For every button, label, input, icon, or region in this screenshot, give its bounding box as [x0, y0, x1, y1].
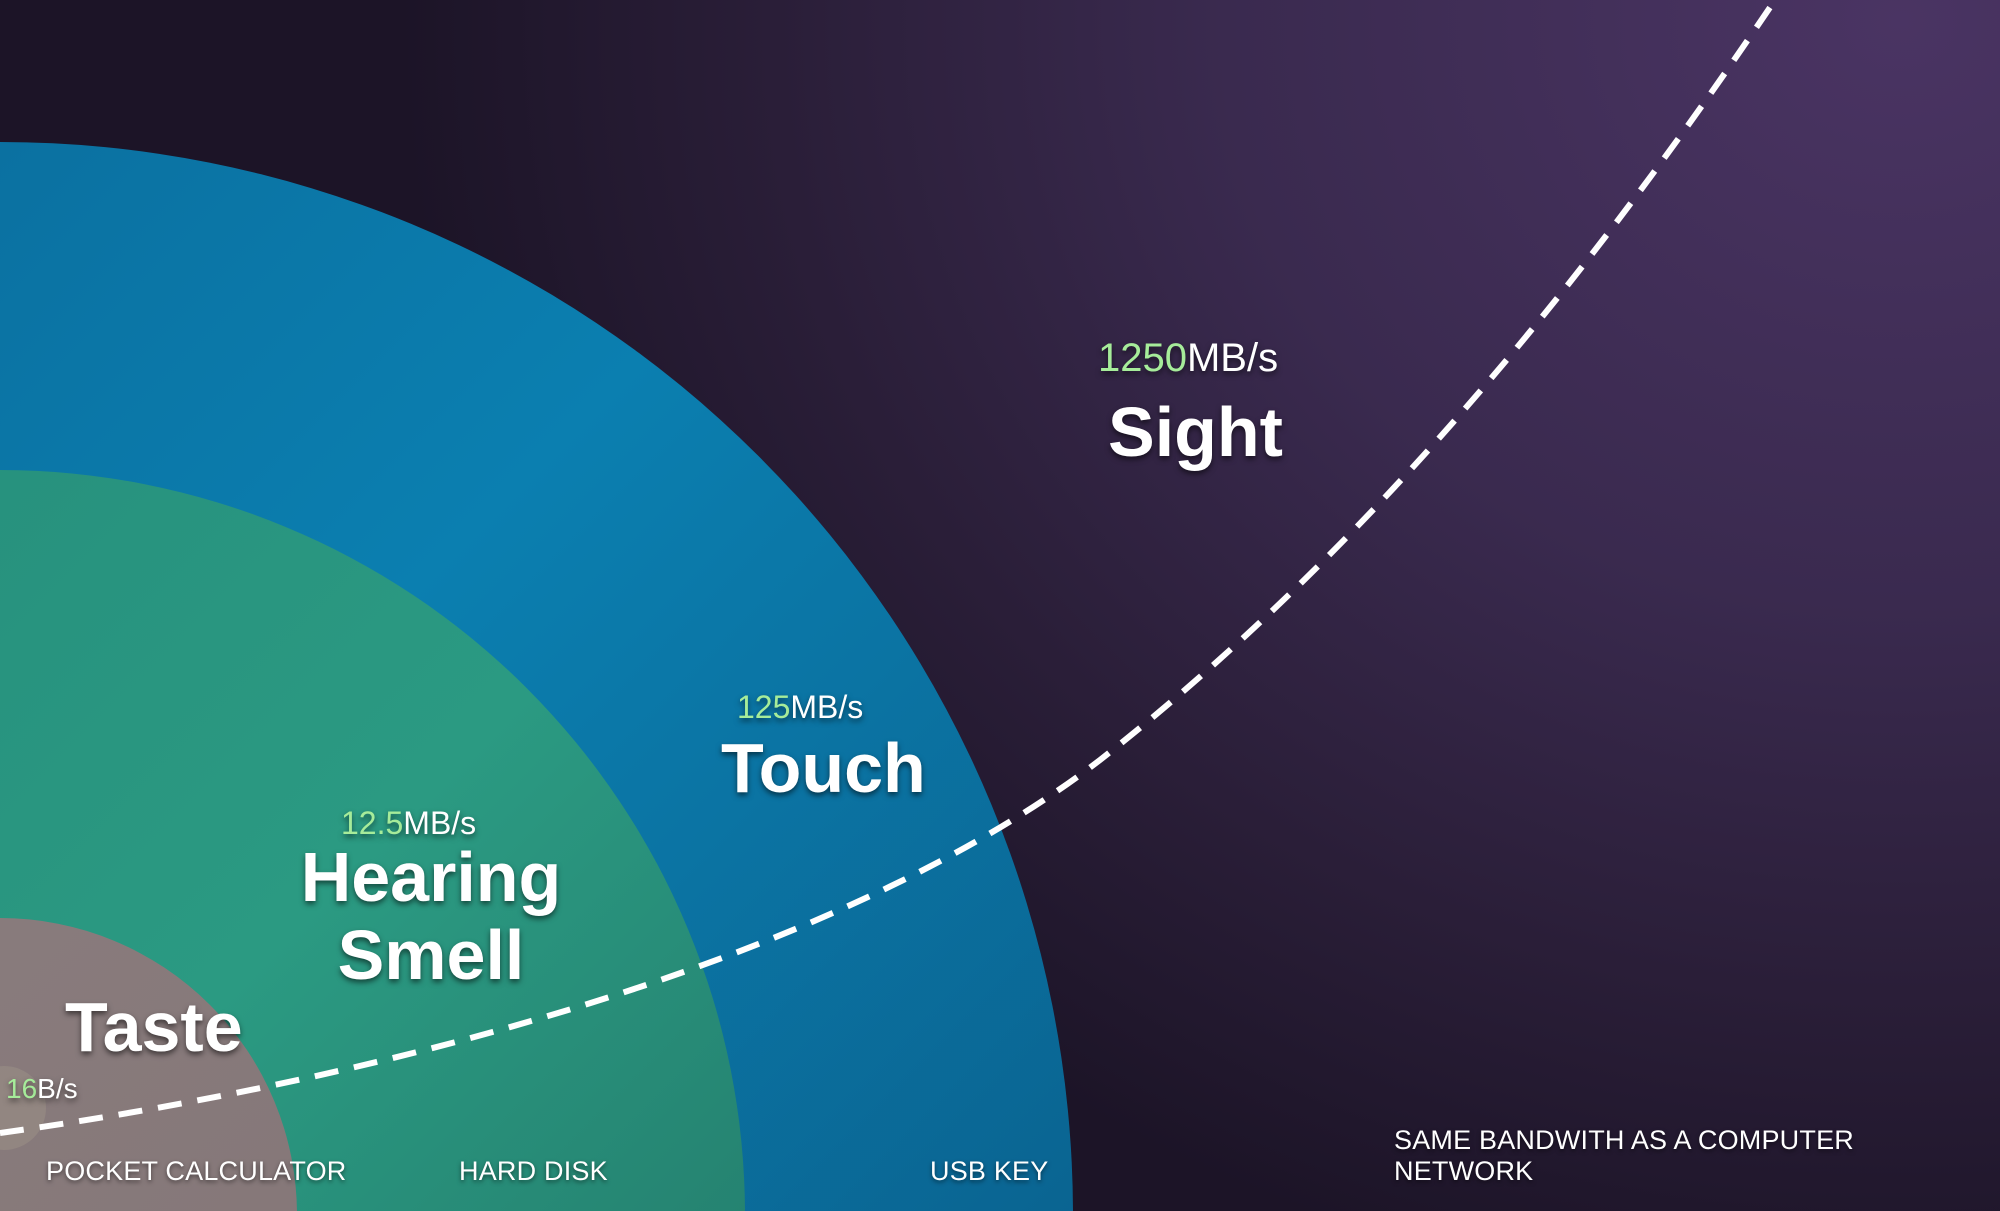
- taste-region: [0, 918, 297, 1211]
- pocket-calculator-label: POCKET CALCULATOR: [46, 1156, 347, 1186]
- taste-rate-number: 16: [6, 1073, 38, 1104]
- sight-rate-number: 1250: [1098, 336, 1187, 380]
- hearing-smell-rate-unit: MB/s: [403, 805, 477, 841]
- taste-rate-unit: B/s: [37, 1073, 78, 1104]
- sight-label: Sight: [1108, 393, 1283, 471]
- usb-key-label: USB KEY: [930, 1156, 1049, 1186]
- touch-rate: 125MB/s: [737, 689, 863, 726]
- exponential-bandwidth-curve: [0, 0, 1775, 1133]
- touch-rate-unit: MB/s: [790, 689, 864, 725]
- smell-label: Smell: [337, 916, 525, 995]
- sight-rate-unit: MB/s: [1186, 336, 1279, 380]
- hearing-smell-rate: 12.5MB/s: [341, 805, 476, 842]
- touch-rate-number: 125: [737, 689, 791, 725]
- sight-rate: 1250MB/s: [1098, 336, 1278, 381]
- hard-disk-label: HARD DISK: [459, 1156, 608, 1186]
- taste-label: Taste: [65, 988, 243, 1066]
- taste-rate: 16B/s: [6, 1073, 78, 1105]
- touch-label: Touch: [721, 729, 926, 807]
- hearing-label: Hearing: [300, 838, 562, 916]
- hearing-smell-label: Hearing Smell: [300, 838, 562, 995]
- hearing-smell-rate-number: 12.5: [341, 805, 404, 841]
- computer-network-label: SAME BANDWITH AS A COMPUTER NETWORK: [1394, 1125, 1854, 1186]
